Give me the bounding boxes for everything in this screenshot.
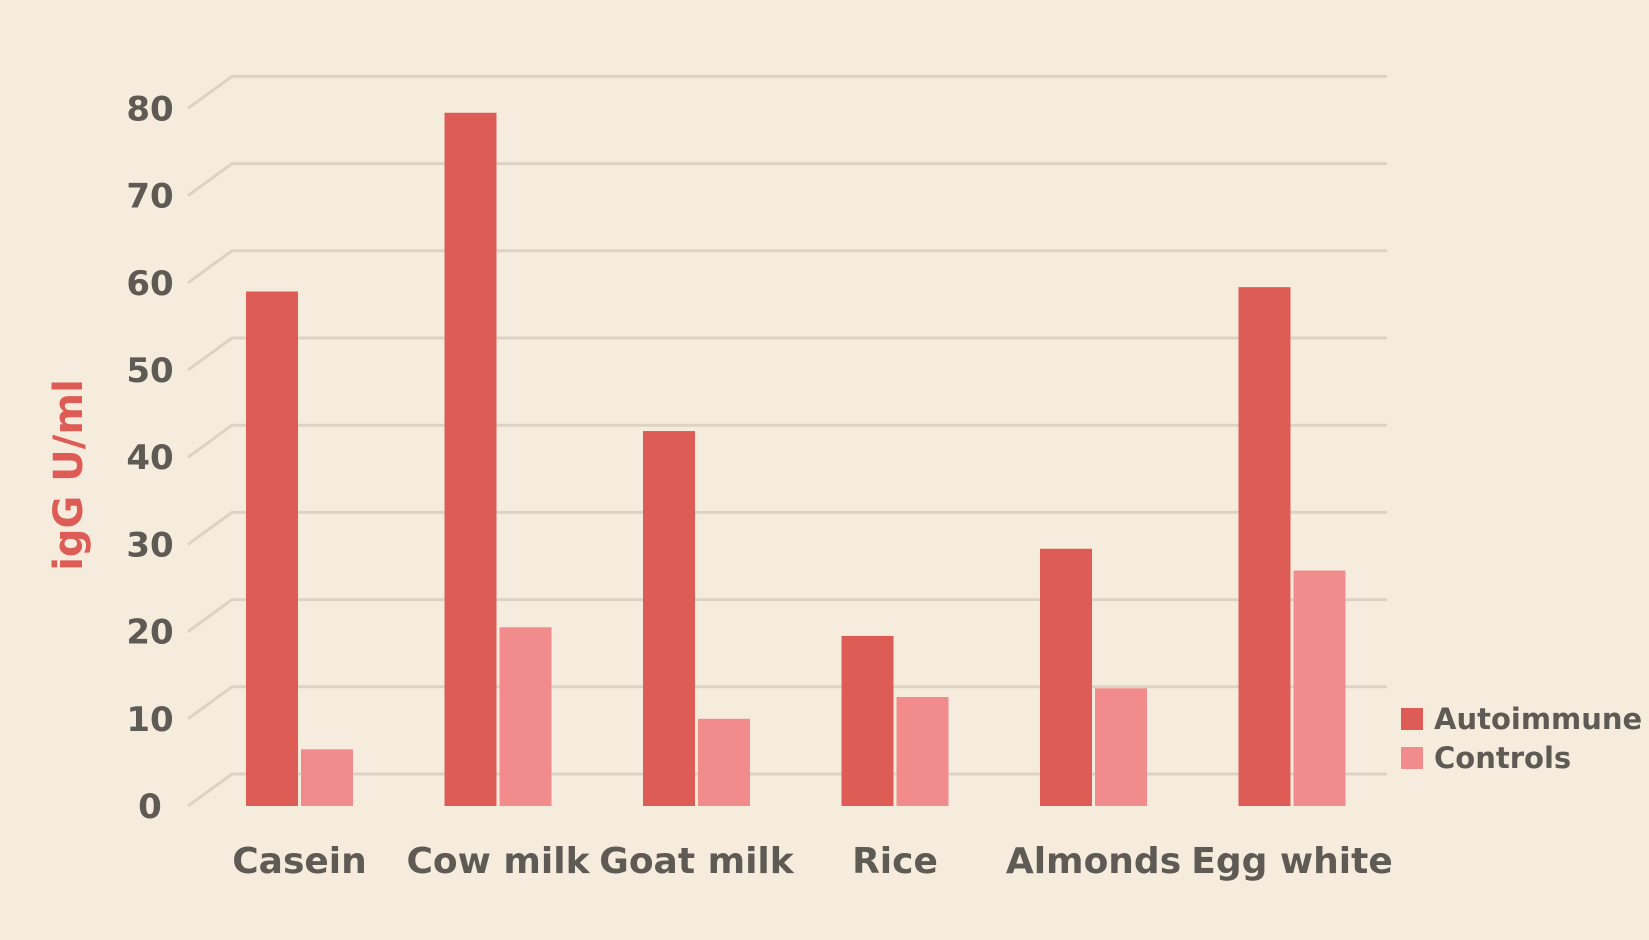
gridlines [187, 74, 1387, 808]
category-label: Cow milk [406, 841, 590, 882]
gridline [187, 74, 1387, 110]
gridline [187, 249, 1387, 285]
legend-swatch [1401, 747, 1423, 769]
legend-swatch [1401, 708, 1423, 730]
bar-autoimmune [1238, 287, 1291, 806]
y-tick-label: 50 [126, 351, 173, 391]
gridline [187, 162, 1387, 197]
gridline [187, 598, 1387, 633]
bar-autoimmune [841, 635, 894, 806]
axis-labels: 0 10 20 30 40 50 60 70 80 Casein Cow milk Goat milk… [126, 89, 1392, 882]
bar-controls [896, 697, 949, 806]
gridline [187, 423, 1387, 459]
y-tick-label: 30 [126, 525, 173, 565]
bars [246, 112, 1346, 806]
y-tick-label: 0 [138, 787, 162, 827]
y-tick-label: 20 [126, 613, 173, 653]
bar-controls [301, 749, 353, 806]
category-label: Goat milk [599, 841, 795, 882]
legend-label: Autoimmune [1434, 702, 1642, 736]
y-tick-label: 80 [126, 89, 173, 129]
gridline [187, 510, 1387, 546]
category-label: Casein [232, 841, 367, 882]
gridline [187, 772, 1387, 808]
gridline [187, 685, 1387, 721]
bar-autoimmune [246, 291, 298, 806]
bar-autoimmune [444, 112, 497, 806]
gridline [187, 336, 1387, 372]
bar-autoimmune [643, 431, 695, 806]
bar-autoimmune [1040, 548, 1092, 806]
y-tick-label: 10 [126, 700, 173, 740]
bar-controls [1095, 688, 1147, 806]
bar-controls [499, 627, 552, 806]
legend-label: Controls [1434, 741, 1571, 775]
category-label: Egg white [1191, 841, 1393, 882]
y-tick-label: 70 [126, 177, 173, 217]
bar-controls [1293, 570, 1346, 806]
bar-controls [698, 718, 750, 806]
category-label: Rice [852, 841, 938, 882]
legend: Autoimmune Controls [1401, 702, 1642, 775]
y-tick-label: 40 [126, 438, 173, 478]
y-tick-label: 60 [126, 264, 173, 304]
category-label: Almonds [1006, 841, 1181, 882]
y-axis-title: igG U/ml [46, 379, 92, 571]
